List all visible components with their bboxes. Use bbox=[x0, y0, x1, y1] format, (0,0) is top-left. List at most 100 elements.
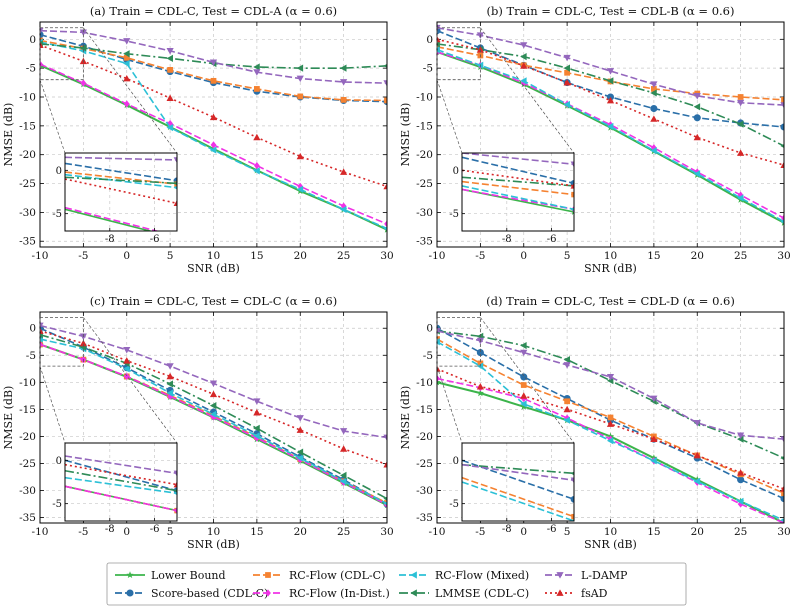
point-fs bbox=[296, 426, 304, 433]
inset: -8 -6 0 -5 bbox=[52, 152, 178, 245]
point-rcc bbox=[437, 43, 440, 50]
point-fs bbox=[383, 460, 387, 468]
point-fs bbox=[780, 485, 784, 492]
point-lm bbox=[520, 341, 527, 350]
point-rcm bbox=[296, 454, 304, 462]
inset-point-rcm bbox=[570, 207, 574, 212]
point-rci bbox=[167, 392, 174, 400]
y-tick-label: -5 bbox=[423, 350, 433, 362]
point-fs bbox=[79, 339, 87, 347]
inset-line-lm bbox=[462, 176, 574, 187]
inset-point-fs bbox=[570, 182, 574, 189]
y-tick-label: 0 bbox=[426, 323, 433, 335]
point-fs bbox=[520, 62, 528, 69]
series-line-fs bbox=[40, 330, 387, 466]
point-rci bbox=[80, 79, 87, 87]
legend: Lower Bound Score-based (CDL-C) RC-Flow (C… bbox=[106, 562, 687, 606]
point-ld bbox=[737, 99, 745, 107]
y-axis-label: NMSE (dB) bbox=[399, 386, 412, 450]
point-rcm bbox=[437, 338, 440, 346]
point-rcc bbox=[520, 382, 527, 388]
point-rcm bbox=[209, 410, 217, 418]
point-lm bbox=[340, 471, 347, 479]
x-tick-label: 20 bbox=[294, 250, 307, 262]
point-fs bbox=[123, 74, 131, 82]
y-tick-label: -35 bbox=[19, 512, 36, 524]
inset-series bbox=[462, 153, 574, 215]
inset-point-fs bbox=[173, 199, 177, 206]
point-ld bbox=[123, 346, 131, 354]
x-tick-label: -10 bbox=[32, 250, 49, 262]
inset-point-lm bbox=[173, 181, 177, 186]
legend-marker bbox=[126, 571, 134, 579]
point-rcc bbox=[123, 54, 130, 61]
x-tick-label: -10 bbox=[429, 526, 446, 538]
legend-item-lb: Lower Bound bbox=[115, 569, 226, 582]
y-tick-label: -35 bbox=[416, 236, 433, 248]
point-rcm bbox=[209, 146, 217, 154]
point-rci bbox=[123, 372, 130, 380]
point-fs bbox=[476, 46, 484, 53]
axes-frame bbox=[39, 21, 388, 248]
panel-b: (b) Train = CDL-C, Test = CDL-B (α = 0.6… bbox=[399, 4, 791, 275]
x-axis-label: SNR (dB) bbox=[584, 262, 637, 275]
series-line-rcc bbox=[40, 39, 387, 102]
inset-y-tick-label: -5 bbox=[449, 499, 459, 510]
point-rcm bbox=[650, 147, 657, 155]
x-axis-label: SNR (dB) bbox=[187, 538, 240, 551]
point-rcm bbox=[296, 185, 304, 193]
x-tick-label: 5 bbox=[564, 526, 571, 538]
point-rci bbox=[737, 500, 744, 508]
point-rcm bbox=[437, 46, 440, 54]
inset-point-rcm bbox=[173, 185, 177, 190]
axes-frame bbox=[436, 311, 785, 524]
point-fs bbox=[650, 435, 658, 443]
point-rcc bbox=[564, 69, 571, 76]
point-rcm bbox=[253, 432, 260, 440]
point-rcm bbox=[340, 205, 347, 214]
point-fs bbox=[780, 161, 784, 168]
zoom-region bbox=[436, 27, 481, 81]
x-axis-label: SNR (dB) bbox=[187, 262, 240, 275]
point-rci bbox=[564, 414, 571, 422]
point-sb bbox=[780, 495, 784, 503]
point-rcm bbox=[123, 59, 130, 68]
inset-y-tick-label: -5 bbox=[52, 499, 62, 510]
x-tick-label: 25 bbox=[734, 526, 747, 538]
inset-x-tick-label: -6 bbox=[547, 234, 557, 245]
point-rci bbox=[384, 220, 387, 228]
y-tick-label: -35 bbox=[19, 236, 36, 248]
point-rci bbox=[40, 60, 43, 68]
series-line-lm bbox=[437, 330, 784, 459]
x-tick-label: -10 bbox=[429, 250, 446, 262]
point-lm bbox=[340, 64, 347, 72]
y-tick-label: -10 bbox=[19, 377, 36, 389]
point-ld bbox=[606, 374, 615, 381]
x-tick-label: 10 bbox=[207, 250, 220, 262]
point-rcm bbox=[563, 100, 571, 109]
x-tick-label: 30 bbox=[777, 250, 790, 262]
inset-x-tick-label: -8 bbox=[105, 234, 115, 245]
legend-item-lm: LMMSE (CDL-C) bbox=[399, 587, 529, 600]
inset: -8 -6 0 -5 bbox=[52, 442, 178, 535]
inset-line-lb bbox=[462, 188, 574, 213]
point-lm bbox=[650, 89, 657, 97]
point-lm bbox=[166, 380, 174, 388]
y-tick-label: -25 bbox=[19, 458, 36, 470]
series-line-fs bbox=[40, 44, 387, 188]
x-tick-label: 20 bbox=[294, 526, 307, 538]
series-line-rci bbox=[40, 343, 387, 506]
point-rcm bbox=[520, 400, 527, 408]
series-group bbox=[437, 324, 784, 523]
x-tick-label: -5 bbox=[78, 526, 88, 538]
legend-label: Lower Bound bbox=[151, 569, 226, 582]
point-sb bbox=[693, 114, 701, 122]
x-tick-label: 10 bbox=[207, 526, 220, 538]
inset-y-tick-label: 0 bbox=[453, 456, 459, 467]
point-ld bbox=[253, 398, 261, 405]
point-rcm bbox=[780, 219, 784, 224]
point-fs bbox=[166, 372, 174, 380]
zoom-connector bbox=[39, 365, 66, 444]
y-tick-label: -25 bbox=[416, 458, 433, 470]
y-tick-label: -15 bbox=[416, 120, 433, 132]
